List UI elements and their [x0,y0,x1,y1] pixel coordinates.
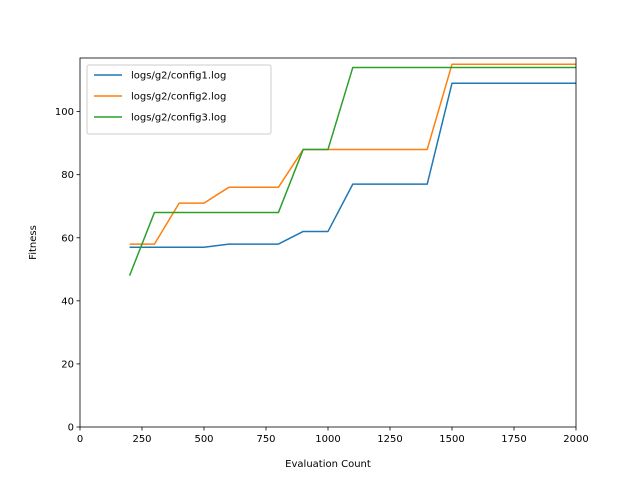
x-tick-label: 500 [194,434,213,445]
y-tick-label: 80 [61,170,74,181]
y-axis-ticks: 0 20 40 60 80 100 [55,107,80,434]
x-tick-label: 1000 [315,434,340,445]
legend-entry: logs/g2/config2.log [131,92,226,103]
series-line-3 [128,66,576,276]
x-tick-label: 1250 [377,434,402,445]
legend-entry: logs/g2/config3.log [131,113,226,124]
x-tick-label: 1500 [439,434,464,445]
y-tick-label: 20 [61,359,74,370]
y-tick-label: 40 [61,296,74,307]
legend: logs/g2/config1.log logs/g2/config2.log lo… [86,64,272,135]
series-line-1 [129,82,576,248]
y-tick-label: 60 [61,233,74,244]
y-tick-label: 0 [68,423,74,434]
x-tick-label: 750 [256,434,275,445]
legend-entry: logs/g2/config1.log [131,71,226,82]
y-tick-label: 100 [55,107,74,118]
x-tick-label: 0 [77,434,83,445]
x-tick-label: 2000 [563,434,588,445]
series-line-2 [129,63,576,245]
x-tick-label: 250 [132,434,151,445]
y-axis-label: Fitness [28,225,39,260]
x-tick-label: 1750 [501,434,526,445]
legend-box [86,64,272,135]
x-axis-ticks: 0 250 500 750 1000 1250 1500 1750 2000 [77,427,589,445]
x-axis-label: Evaluation Count [285,459,371,470]
series-layer [128,63,576,276]
